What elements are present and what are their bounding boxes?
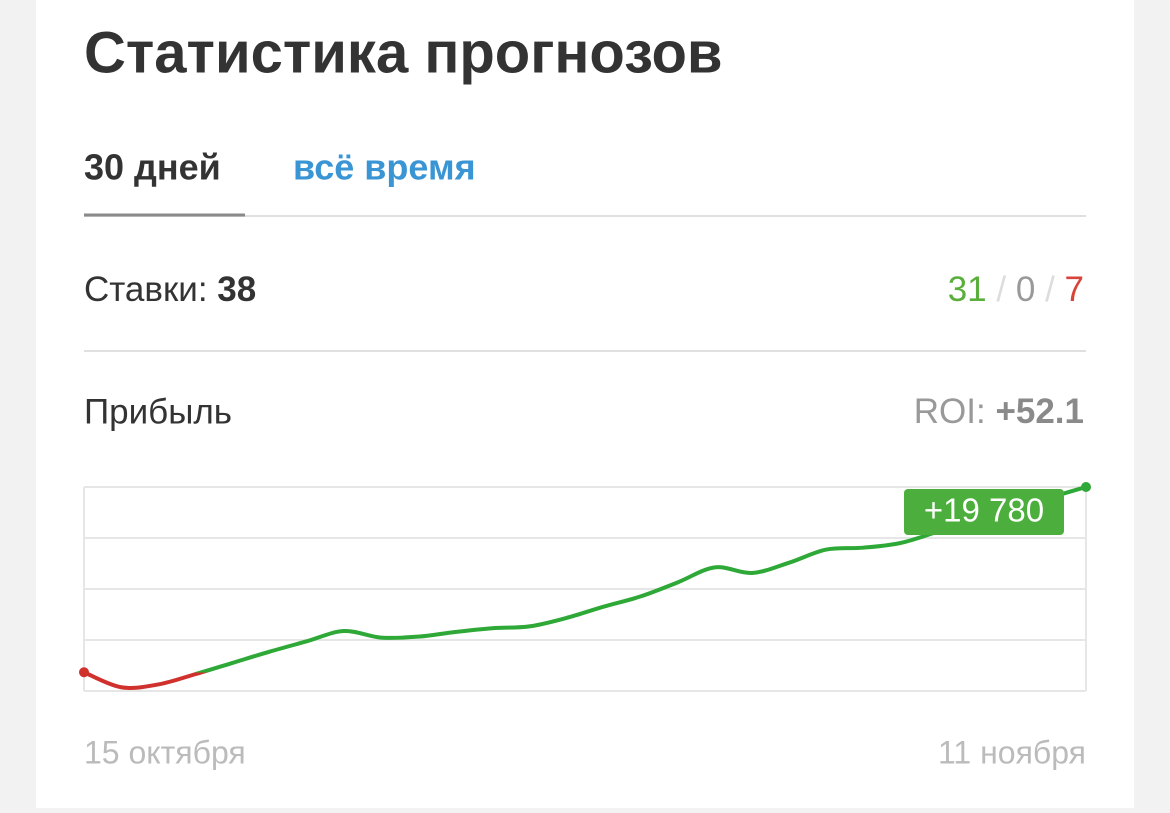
bets-draw: 0 <box>1016 270 1035 309</box>
profit-line <box>82 485 1088 690</box>
point <box>1081 482 1091 492</box>
point <box>79 667 89 678</box>
bets-total: 38 <box>217 270 256 309</box>
x-tick-label: 11 ноября <box>938 734 1086 770</box>
tab[interactable]: всё время <box>293 147 476 188</box>
bets-row: Ставки: 38 <box>84 270 256 309</box>
chart-grid <box>83 486 1087 692</box>
roi-value: +52.1 <box>995 392 1084 431</box>
roi: ROI: +52.1 <box>914 392 1084 431</box>
roi-label: ROI: <box>914 392 986 431</box>
value-label: +19 780 <box>924 492 1044 529</box>
bets-label: Ставки: <box>84 270 208 309</box>
profit-label: Прибыль <box>84 392 232 431</box>
bets-won: 31 <box>948 270 987 309</box>
separator: / <box>996 270 1006 309</box>
bets-results: 31 / 0 / 7 <box>948 270 1084 309</box>
value-label-box <box>904 489 1064 535</box>
x-tick-label: 15 октября <box>84 734 246 770</box>
title: Статистика прогнозов <box>84 20 723 85</box>
tab-active[interactable]: 30 дней <box>84 147 221 188</box>
separator: / <box>1045 270 1055 309</box>
bets-lost: 7 <box>1065 270 1084 309</box>
chart: 15 октября 11 ноября +19 780 <box>79 482 1091 770</box>
card <box>36 0 1134 808</box>
